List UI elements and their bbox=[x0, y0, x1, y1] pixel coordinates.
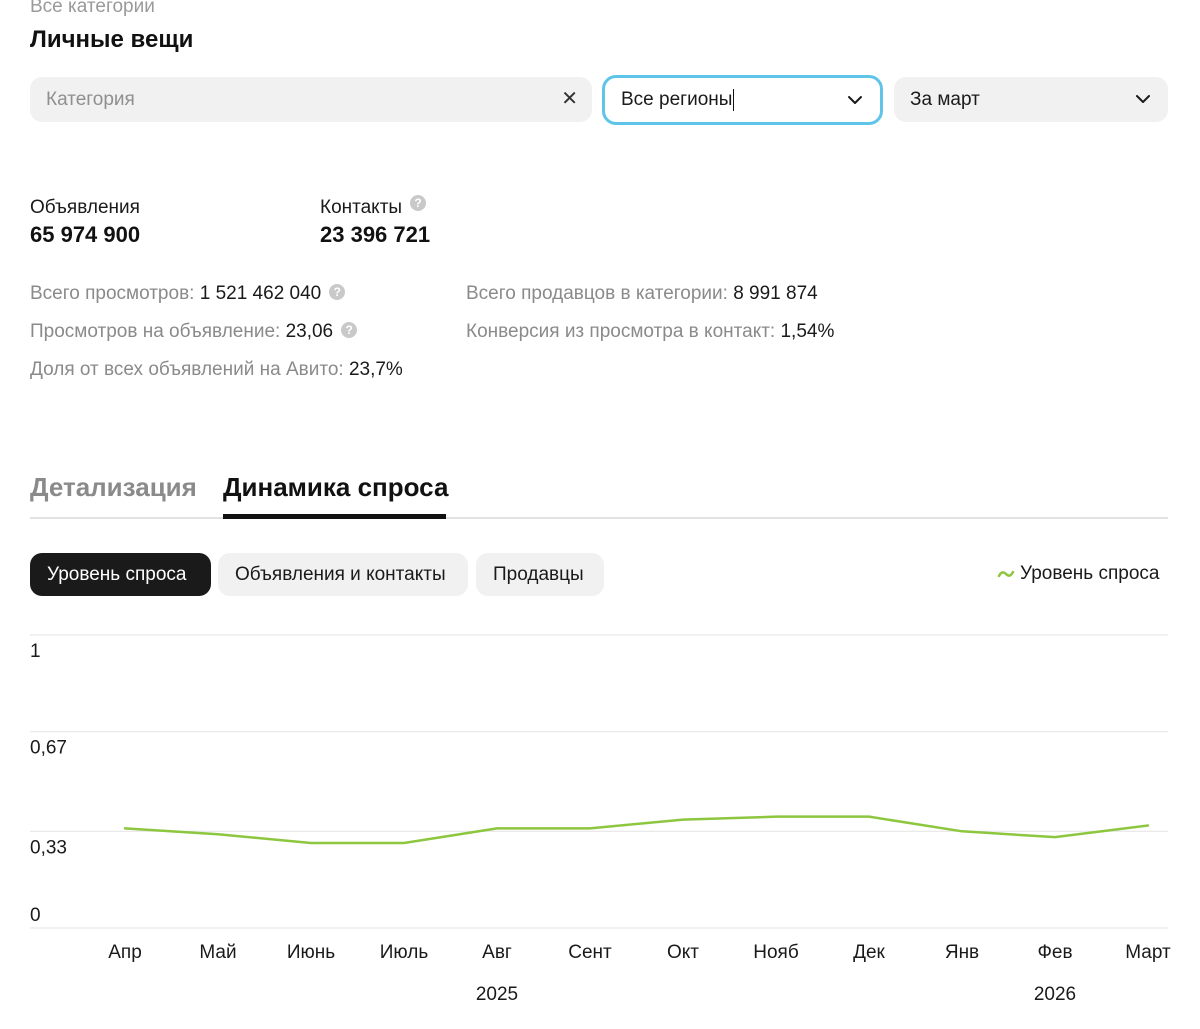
line-series-icon bbox=[997, 570, 1015, 578]
period-select-value: За март bbox=[910, 88, 980, 110]
total-views-value: 1 521 462 040 bbox=[199, 283, 322, 304]
chip-demand-level[interactable]: Уровень спроса bbox=[30, 553, 211, 596]
y-tick-label: 0,33 bbox=[30, 837, 67, 858]
conversion-metric: Конверсия из просмотра в контакт: 1,54% bbox=[466, 321, 834, 343]
y-tick-label: 1 bbox=[30, 641, 41, 662]
y-tick-label: 0,67 bbox=[30, 738, 67, 759]
demand-chart: 0 0,33 0,67 1 Апр Май Июнь Июль Авг Сент Окт Нояб Де… bbox=[30, 634, 1171, 1005]
active-tab-indicator bbox=[223, 514, 446, 519]
x-tick-label: Фев bbox=[1037, 942, 1072, 963]
share-label: Доля от всех объявлений на Авито: bbox=[30, 359, 344, 380]
question-icon[interactable]: ? bbox=[410, 195, 427, 211]
tab-details[interactable]: Детализация bbox=[30, 472, 197, 502]
year-label: 2025 bbox=[476, 984, 518, 1005]
views-per-listing-metric: Просмотров на объявление: 23,06? bbox=[30, 321, 358, 343]
x-tick-label: Март bbox=[1125, 942, 1171, 963]
sellers-metric: Всего продавцов в категории: 8 991 874 bbox=[466, 283, 818, 305]
x-tick-label: Окт bbox=[667, 942, 699, 963]
breadcrumb[interactable]: Все категории bbox=[30, 0, 155, 17]
year-label: 2026 bbox=[1034, 984, 1076, 1005]
category-input[interactable] bbox=[30, 88, 592, 111]
legend-label: Уровень спроса bbox=[1020, 563, 1160, 584]
x-tick-label: Июнь bbox=[287, 942, 335, 963]
series-line bbox=[123, 815, 1150, 845]
share-metric: Доля от всех объявлений на Авито: 23,7% bbox=[30, 359, 403, 381]
text-cursor bbox=[733, 88, 735, 111]
chip-sellers[interactable]: Продавцы bbox=[476, 553, 604, 596]
share-value: 23,7% bbox=[348, 359, 403, 380]
x-tick-label: Авг bbox=[482, 942, 512, 963]
close-icon[interactable]: ✕ bbox=[561, 88, 578, 110]
x-tick-label: Май bbox=[199, 942, 236, 963]
question-icon[interactable]: ? bbox=[341, 322, 358, 338]
tabs-divider bbox=[30, 517, 1168, 519]
conversion-value: 1,54% bbox=[780, 321, 835, 342]
region-select[interactable]: Все регионы bbox=[602, 75, 883, 125]
category-filter[interactable]: ✕ bbox=[30, 77, 592, 122]
x-tick-label: Янв bbox=[945, 942, 979, 963]
chip-listings-contacts[interactable]: Объявления и контакты bbox=[218, 553, 468, 596]
x-tick-label: Сент bbox=[568, 942, 612, 963]
views-per-listing-value: 23,06 bbox=[285, 321, 334, 342]
conversion-label: Конверсия из просмотра в контакт: bbox=[466, 321, 776, 342]
listings-value: 65 974 900 bbox=[30, 222, 141, 247]
x-tick-label: Июль bbox=[380, 942, 429, 963]
contacts-label: Контакты bbox=[320, 197, 403, 218]
sellers-value: 8 991 874 bbox=[733, 283, 818, 304]
chevron-down-icon bbox=[848, 96, 862, 104]
sellers-label: Всего продавцов в категории: bbox=[466, 283, 728, 304]
contacts-value: 23 396 721 bbox=[320, 222, 431, 247]
region-select-value: Все регионы bbox=[621, 89, 733, 110]
x-tick-label: Дек bbox=[853, 942, 885, 963]
x-tick-label: Апр bbox=[108, 942, 142, 963]
page-title: Личные вещи bbox=[30, 26, 194, 53]
listings-label: Объявления bbox=[30, 197, 140, 218]
period-select[interactable]: За март bbox=[894, 77, 1168, 122]
x-tick-label: Нояб bbox=[753, 942, 799, 963]
views-per-listing-label: Просмотров на объявление: bbox=[30, 321, 281, 342]
y-tick-label: 0 bbox=[30, 905, 41, 926]
total-views-label: Всего просмотров: bbox=[30, 283, 195, 304]
total-views-metric: Всего просмотров: 1 521 462 040? bbox=[30, 283, 346, 305]
question-icon[interactable]: ? bbox=[329, 284, 346, 300]
contacts-label-row: Контакты? bbox=[320, 195, 427, 219]
tab-demand-dynamics[interactable]: Динамика спроса bbox=[223, 472, 449, 502]
chevron-down-icon bbox=[1136, 95, 1150, 103]
chart-legend: Уровень спроса bbox=[997, 563, 1159, 585]
